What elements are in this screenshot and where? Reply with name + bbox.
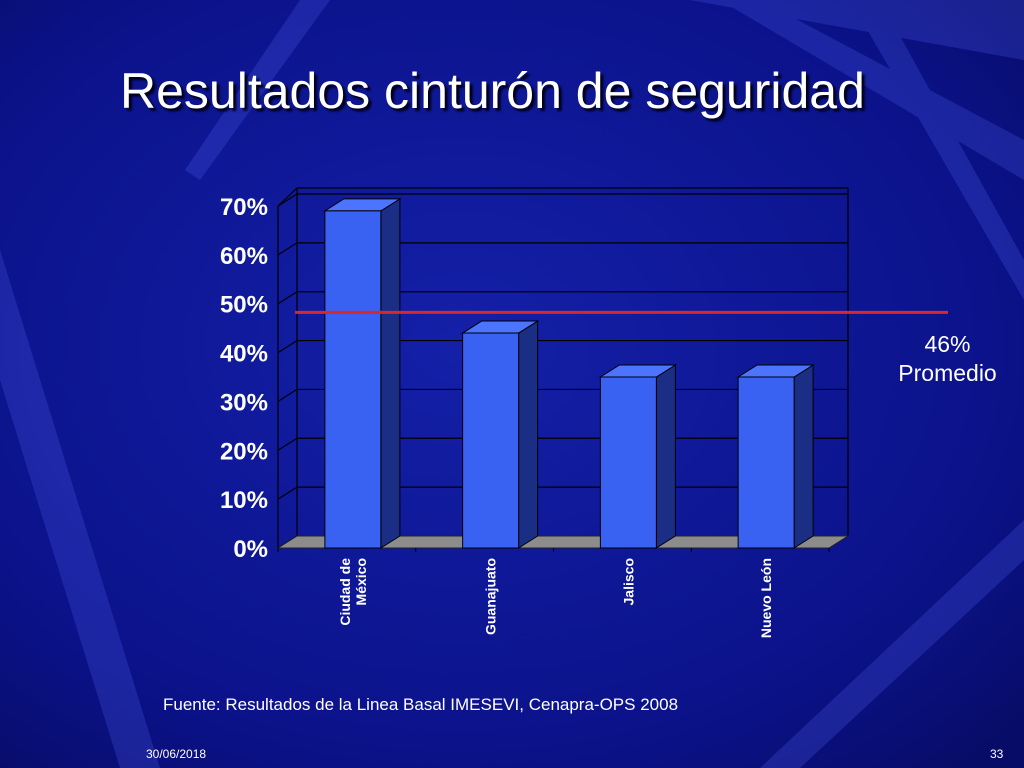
slide-title: Resultados cinturón de seguridad — [120, 63, 865, 119]
y-tick-label: 0% — [233, 536, 268, 563]
average-value: 46% — [924, 331, 971, 357]
bar-side — [655, 364, 676, 549]
gridline-wall — [277, 340, 298, 354]
bar — [323, 197, 402, 549]
page-number: 33 — [990, 747, 1004, 761]
average-label: Promedio — [898, 360, 997, 386]
y-tick-label: 70% — [220, 194, 268, 221]
bar-side — [380, 197, 401, 549]
gridline-wall — [277, 242, 298, 256]
source-note: Fuente: Resultados de la Linea Basal IME… — [163, 695, 679, 714]
y-tick-label: 50% — [220, 292, 268, 319]
x-category-label: México — [353, 558, 369, 605]
bar-front — [324, 210, 382, 549]
chart-floor — [276, 535, 850, 552]
bar — [460, 320, 540, 549]
gridline-wall — [277, 291, 298, 305]
gridline-wall — [277, 388, 298, 402]
bar — [598, 364, 678, 549]
y-axis-tick-labels: 0% 10% 20% 30% 40% 50% 60% 70% — [220, 194, 268, 563]
y-tick-label: 40% — [220, 341, 268, 368]
left-wall-top-edge — [277, 187, 298, 207]
y-tick-label: 10% — [220, 487, 268, 514]
y-tick-label: 60% — [220, 243, 268, 270]
bar — [736, 364, 815, 549]
x-category-label: Guanajuato — [483, 558, 499, 635]
y-tick-label: 30% — [220, 389, 268, 416]
x-axis-category-labels: Ciudad de México Guanajuato Jalisco Nuevo Le… — [337, 558, 774, 638]
gridline-wall — [277, 486, 298, 500]
bar-front — [599, 376, 657, 549]
x-category-label: Ciudad de — [337, 558, 353, 626]
average-annotation: 46% Promedio — [880, 330, 1015, 388]
footer-date: 30/06/2018 — [146, 747, 207, 761]
chart-bars — [323, 197, 815, 549]
x-category-label: Nuevo León — [758, 558, 774, 638]
gridline-wall — [277, 193, 298, 207]
gridline-wall — [277, 437, 298, 451]
x-category-label: Jalisco — [620, 558, 636, 605]
bar-front — [737, 376, 795, 549]
bar-side — [793, 364, 814, 549]
bar-front — [462, 332, 520, 549]
y-tick-label: 20% — [220, 438, 268, 465]
bar-side — [518, 320, 539, 549]
